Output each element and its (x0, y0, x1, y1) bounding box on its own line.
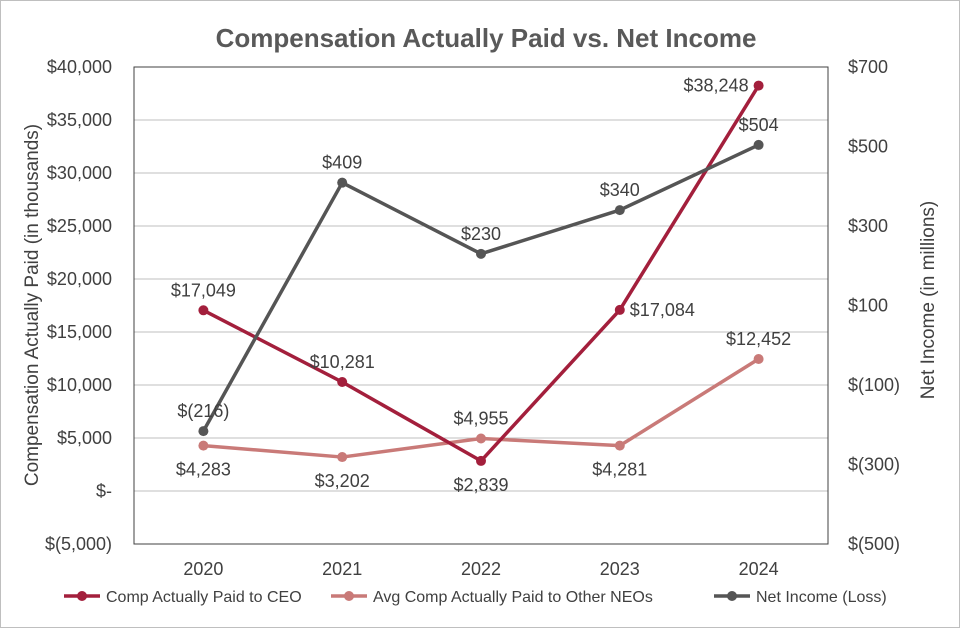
data-label: $4,955 (453, 408, 508, 428)
y2-tick-label: $(100) (848, 375, 900, 395)
y-tick-label: $15,000 (47, 322, 112, 342)
series-1: $4,283 $3,202 $4,955 $4,281 $12,452 (176, 329, 791, 491)
y-tick-label: $- (96, 481, 112, 501)
legend-item: Net Income (Loss) (714, 589, 887, 606)
legend-label: Comp Actually Paid to CEO (106, 589, 302, 606)
data-label: $10,281 (310, 352, 375, 372)
legend-swatch-marker (727, 591, 737, 601)
legend-swatch-marker (77, 591, 87, 601)
x-tick-label: 2024 (739, 559, 779, 579)
data-point (337, 377, 348, 388)
x-tick-label: 2021 (322, 559, 362, 579)
y-tick-label: $35,000 (47, 110, 112, 130)
y-tick-label: $20,000 (47, 269, 112, 289)
data-label: $2,839 (453, 475, 508, 495)
y-tick-label: $5,000 (57, 428, 112, 448)
data-point (337, 177, 348, 188)
gridlines (134, 119, 828, 492)
left-axis-ticks: $(5,000) $- $5,000 $10,000 $15,000 $20,000 $25… (45, 57, 112, 554)
data-label: $17,049 (171, 280, 236, 300)
chart-title: Compensation Actually Paid vs. Net Incom… (216, 23, 757, 53)
data-label: $12,452 (726, 329, 791, 349)
data-point (614, 440, 625, 451)
series-line (202, 84, 761, 463)
data-point (198, 440, 209, 451)
x-tick-label: 2020 (183, 559, 223, 579)
data-label: $3,202 (315, 471, 370, 491)
y2-tick-label: $(300) (848, 455, 900, 475)
data-label: $409 (322, 153, 362, 173)
legend: Comp Actually Paid to CEO Avg Comp Actual… (64, 589, 887, 606)
data-label: $504 (739, 115, 779, 135)
legend-label: Net Income (Loss) (756, 589, 887, 606)
data-label: $4,281 (592, 460, 647, 480)
x-tick-label: 2023 (600, 559, 640, 579)
legend-label: Avg Comp Actually Paid to Other NEOs (373, 589, 653, 606)
y-tick-label: $25,000 (47, 216, 112, 236)
y-tick-label: $(5,000) (45, 534, 112, 554)
plot-area-border (133, 66, 829, 545)
y2-tick-label: $(500) (848, 534, 900, 554)
series-2: $(216) $409 $230 $340 $504 (177, 115, 779, 437)
y2-tick-label: $700 (848, 57, 888, 77)
data-point (614, 304, 625, 315)
data-point (753, 139, 764, 150)
data-label: $340 (600, 180, 640, 200)
data-point (753, 354, 764, 365)
data-point (476, 455, 486, 466)
data-label: $17,084 (630, 300, 695, 320)
y-tick-label: $10,000 (47, 375, 112, 395)
x-axis-ticks: 2020 2021 2022 2023 2024 (183, 559, 778, 579)
y-tick-label: $30,000 (47, 163, 112, 183)
right-axis-ticks: $(500) $(300) $(100) $100 $300 $500 $700 (848, 57, 900, 554)
right-axis-label: Net Income (in millions) (918, 201, 939, 400)
legend-item: Avg Comp Actually Paid to Other NEOs (331, 589, 653, 606)
data-label: $38,248 (684, 76, 749, 96)
y2-tick-label: $300 (848, 216, 888, 236)
series-line (201, 143, 760, 432)
legend-item: Comp Actually Paid to CEO (64, 589, 302, 606)
series-0: $17,049 $10,281 $2,839 $17,084 $38,248 (171, 76, 764, 495)
data-point (476, 433, 486, 444)
y2-tick-label: $100 (848, 296, 888, 316)
left-axis-label: Compensation Actually Paid (in thousands… (22, 124, 43, 486)
legend-swatch-marker (344, 591, 354, 601)
data-point (614, 205, 625, 216)
y-tick-label: $40,000 (47, 57, 112, 77)
data-point (337, 452, 348, 463)
data-point (198, 305, 209, 316)
data-label: $4,283 (176, 460, 231, 480)
data-point (198, 426, 209, 437)
data-point (476, 248, 486, 259)
data-point (753, 80, 764, 91)
x-tick-label: 2022 (461, 559, 501, 579)
series-group: $4,283$3,202$4,955$4,281$12,452$17,049$1… (171, 76, 791, 495)
y2-tick-label: $500 (848, 137, 888, 157)
data-label: $230 (461, 224, 501, 244)
data-label: $(216) (177, 401, 229, 421)
